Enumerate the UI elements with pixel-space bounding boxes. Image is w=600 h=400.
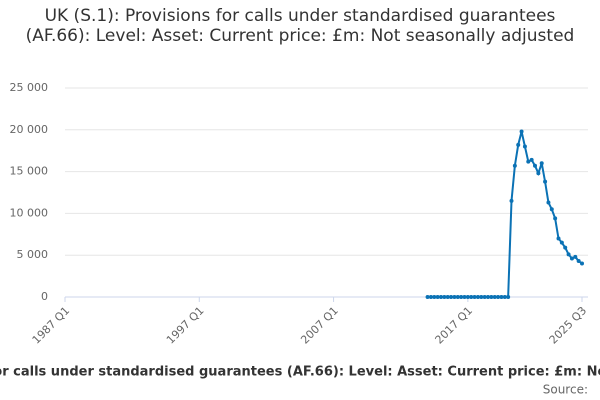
data-point — [509, 198, 514, 203]
data-point — [502, 295, 507, 299]
data-point — [486, 295, 490, 299]
legend-item[interactable]: UK (S.1): Provisions for calls under sta… — [0, 365, 600, 380]
data-point — [475, 295, 480, 299]
series-line — [427, 131, 583, 298]
data-point — [563, 245, 568, 250]
data-point — [479, 295, 484, 299]
data-point — [536, 171, 541, 176]
data-point — [576, 259, 581, 264]
data-point — [573, 254, 578, 259]
data-point — [526, 159, 531, 164]
data-point — [425, 295, 430, 299]
data-point — [492, 295, 497, 299]
y-tick-label: 10 000 — [10, 206, 49, 219]
data-point — [499, 295, 504, 299]
data-point — [472, 295, 477, 299]
y-tick-label: 0 — [41, 290, 48, 303]
data-point — [455, 295, 460, 299]
data-point — [489, 295, 494, 299]
data-point — [543, 179, 548, 184]
y-tick-label: 25 000 — [10, 81, 49, 94]
data-point — [556, 236, 561, 241]
y-tick-label: 20 000 — [10, 123, 49, 136]
data-point — [462, 295, 467, 299]
data-point — [445, 295, 450, 299]
data-point — [428, 295, 433, 299]
data-point — [439, 295, 443, 299]
data-point — [522, 144, 527, 149]
data-point — [459, 295, 464, 299]
data-point — [566, 252, 571, 257]
data-point — [482, 295, 487, 299]
chart-title: UK (S.1): Provisions for calls under sta… — [25, 6, 575, 46]
y-tick-label: 15 000 — [10, 165, 49, 178]
x-tick-label: 2025 Q3 — [547, 304, 590, 347]
data-point — [516, 142, 521, 147]
data-point — [569, 256, 574, 261]
source: Source: — [543, 383, 588, 397]
data-point — [435, 295, 440, 299]
x-tick-label: 2017 Q1 — [433, 304, 476, 347]
data-point — [546, 200, 551, 205]
x-tick-label: 2007 Q1 — [298, 304, 341, 347]
x-tick-label: 1987 Q1 — [30, 304, 73, 347]
data-point — [512, 163, 517, 168]
data-point — [432, 295, 437, 299]
data-point — [506, 295, 511, 299]
data-point — [496, 295, 501, 299]
data-point — [452, 295, 457, 299]
data-point — [529, 157, 534, 162]
data-point — [533, 163, 537, 168]
data-point — [449, 295, 454, 299]
y-tick-label: 5 000 — [17, 248, 49, 261]
data-point — [465, 295, 470, 299]
data-point — [539, 161, 544, 166]
data-point — [553, 216, 558, 221]
data-point — [559, 240, 564, 245]
data-point — [519, 129, 524, 134]
data-point — [442, 295, 447, 299]
data-point — [469, 295, 474, 299]
data-point — [580, 261, 584, 266]
data-point — [549, 207, 554, 212]
x-tick-label: 1997 Q1 — [164, 304, 207, 347]
